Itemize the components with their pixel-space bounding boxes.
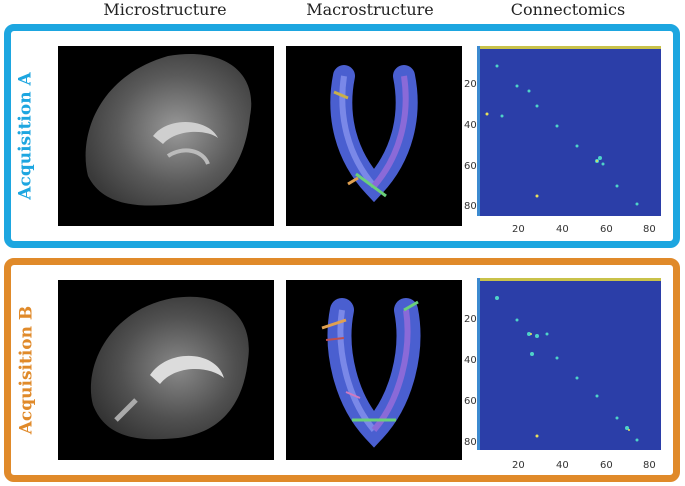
matrix-b-ytick-60: 60: [464, 396, 477, 407]
macrostructure-image-a: [286, 46, 462, 226]
column-title-connectomics: Connectomics: [510, 0, 626, 19]
matrix-b-ytick-20: 20: [464, 314, 477, 325]
matrix-a-ytick-40: 40: [464, 120, 477, 131]
matrix-a-ytick-20: 20: [464, 79, 477, 90]
microstructure-image-b: [58, 280, 274, 460]
matrix-a-xtick-20: 20: [512, 224, 525, 235]
acquisition-b-label: Acquisition B: [6, 264, 46, 476]
matrix-a-xtick-40: 40: [556, 224, 569, 235]
matrix-a-ytick-60: 60: [464, 161, 477, 172]
matrix-a-ytick-80: 80: [464, 201, 477, 212]
matrix-b-xtick-40: 40: [556, 460, 569, 471]
connectivity-matrix-a: [477, 46, 661, 216]
acquisition-b-panel: [4, 258, 680, 482]
macrostructure-image-b: [286, 280, 462, 460]
matrix-a-xtick-60: 60: [600, 224, 613, 235]
acquisition-a-label: Acquisition A: [6, 30, 46, 242]
column-title-microstructure: Microstructure: [103, 0, 227, 19]
acquisition-a-panel: [4, 24, 680, 248]
matrix-b-xtick-20: 20: [512, 460, 525, 471]
matrix-b-xtick-60: 60: [600, 460, 613, 471]
column-title-macrostructure: Macrostructure: [306, 0, 434, 19]
matrix-b-ytick-80: 80: [464, 437, 477, 448]
connectivity-matrix-b: [477, 278, 661, 450]
acquisition-b-label-text: Acquisition B: [16, 305, 37, 435]
matrix-b-ytick-40: 40: [464, 355, 477, 366]
matrix-a-xtick-80: 80: [643, 224, 656, 235]
acquisition-a-label-text: Acquisition A: [16, 72, 36, 200]
matrix-b-xtick-80: 80: [643, 460, 656, 471]
microstructure-image-a: [58, 46, 274, 226]
